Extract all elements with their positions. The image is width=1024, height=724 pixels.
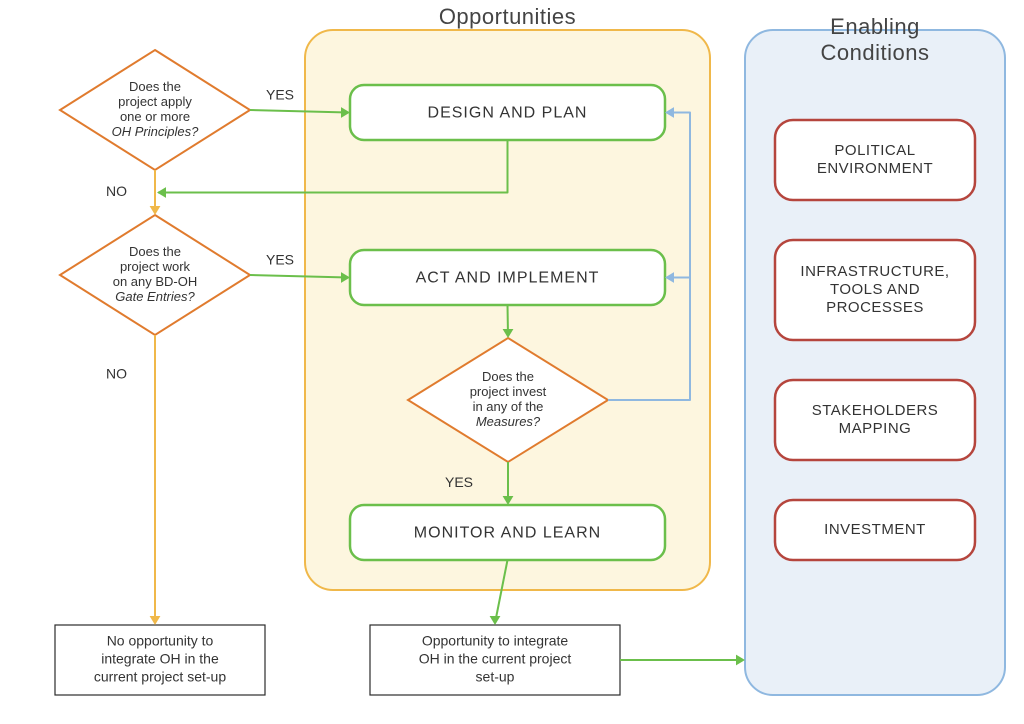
enabling-title-line1: Enabling [830, 14, 920, 39]
label-d1-no: NO [106, 183, 127, 199]
opportunity-b1-label: DESIGN AND PLAN [428, 105, 588, 122]
decision-d3-italic: Measures? [476, 414, 541, 429]
enabling-title-line2: Conditions [821, 40, 930, 65]
decision-d3-line1: project invest [470, 384, 547, 399]
condition-c3-line1: MAPPING [839, 420, 912, 437]
outcome-yes-line2: set-up [476, 669, 515, 685]
opportunity-b2-label: ACT AND IMPLEMENT [416, 270, 600, 287]
decision-d2-line0: Does the [129, 244, 181, 259]
opportunity-b3-label: MONITOR AND LEARN [414, 525, 601, 542]
decision-d3-line2: in any of the [473, 399, 544, 414]
outcome-no-line0: No opportunity to [107, 633, 214, 649]
condition-c4-line0: INVESTMENT [824, 521, 926, 538]
decision-d2-italic: Gate Entries? [115, 289, 195, 304]
decision-d1-line1: project apply [118, 94, 192, 109]
label-d3-yes: YES [445, 474, 473, 490]
condition-c2-line1: TOOLS AND [830, 281, 920, 298]
label-d2-yes: YES [266, 252, 294, 268]
outcome-no-line1: integrate OH in the [101, 651, 219, 667]
decision-d1-line0: Does the [129, 79, 181, 94]
condition-c1-line1: ENVIRONMENT [817, 160, 933, 177]
condition-c3-line0: STAKEHOLDERS [812, 402, 939, 419]
condition-c1-line0: POLITICAL [834, 142, 915, 159]
decision-d1-line2: one or more [120, 109, 190, 124]
outcome-no-line2: current project set-up [94, 669, 226, 685]
condition-c2-line0: INFRASTRUCTURE, [800, 263, 949, 280]
decision-d3-line0: Does the [482, 369, 534, 384]
outcome-yes-line0: Opportunity to integrate [422, 633, 569, 649]
condition-c2-line2: PROCESSES [826, 299, 924, 316]
decision-d2-line2: on any BD-OH [113, 274, 198, 289]
decision-d1-italic: OH Principles? [112, 124, 199, 139]
decision-d2-line1: project work [120, 259, 191, 274]
opportunities-title: Opportunities [439, 4, 576, 29]
label-d1-yes: YES [266, 87, 294, 103]
outcome-yes-line1: OH in the current project [419, 651, 572, 667]
label-d2-no: NO [106, 366, 127, 382]
